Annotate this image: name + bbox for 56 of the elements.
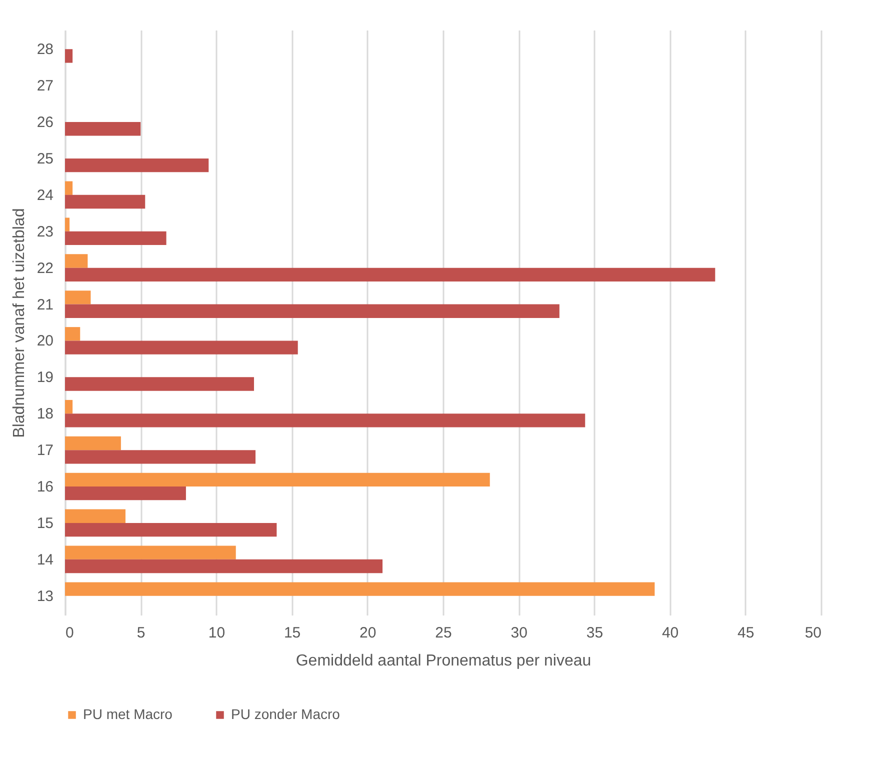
bar	[65, 327, 80, 341]
x-tick-label: 50	[804, 624, 822, 642]
bar	[65, 158, 209, 172]
bar	[65, 194, 146, 209]
bar	[65, 582, 655, 596]
bar	[65, 254, 88, 268]
bar	[65, 546, 236, 560]
bar	[65, 231, 166, 246]
x-axis-title: Gemiddeld aantal Pronematus per niveau	[296, 652, 592, 670]
y-tick-label: 27	[36, 78, 54, 95]
bar	[65, 49, 73, 63]
x-tick-label: 30	[510, 624, 528, 642]
x-tick-label: 5	[136, 624, 146, 642]
y-tick-label: 17	[36, 442, 54, 460]
bar	[65, 181, 73, 195]
y-tick-label: 24	[36, 186, 54, 204]
bar	[65, 436, 121, 450]
bar	[65, 522, 277, 537]
bar	[65, 559, 383, 574]
y-tick-label: 21	[36, 296, 54, 314]
x-tick-label: 45	[738, 624, 754, 642]
y-tick-label: 13	[36, 588, 54, 605]
legend-label: PU met Macro	[83, 706, 173, 722]
y-tick-label: 14	[36, 551, 54, 568]
y-tick-label: 19	[36, 369, 54, 386]
y-tick-label: 16	[36, 478, 54, 496]
y-tick-label: 26	[36, 114, 54, 132]
y-tick-label: 25	[36, 150, 54, 168]
x-tick-label: 40	[662, 624, 679, 642]
bar	[65, 377, 254, 391]
y-tick-label: 18	[36, 406, 54, 423]
x-tick-label: 25	[435, 624, 452, 642]
bar	[65, 414, 586, 428]
x-tick-label: 0	[66, 624, 74, 642]
bar	[65, 340, 298, 354]
legend-label: PU zonder Macro	[231, 706, 340, 722]
bar	[65, 509, 126, 523]
bar	[65, 268, 716, 282]
bar	[65, 290, 91, 304]
bar	[65, 304, 560, 318]
x-tick-label: 15	[284, 624, 301, 642]
y-tick-label: 22	[36, 260, 54, 277]
bar	[65, 218, 70, 232]
y-axis-title: Bladnummer vanaf het uizetblad	[10, 208, 28, 438]
y-tick-label: 15	[36, 514, 54, 532]
x-tick-label: 10	[208, 624, 226, 642]
y-tick-label: 23	[36, 223, 54, 240]
bar	[65, 400, 73, 414]
x-tick-label: 20	[360, 624, 376, 642]
bar	[65, 122, 141, 136]
bar	[65, 450, 256, 464]
x-tick-label: 35	[586, 624, 604, 642]
bar	[65, 486, 186, 500]
y-tick-label: 20	[36, 332, 54, 350]
y-tick-label: 28	[36, 41, 54, 58]
bar	[65, 472, 490, 487]
